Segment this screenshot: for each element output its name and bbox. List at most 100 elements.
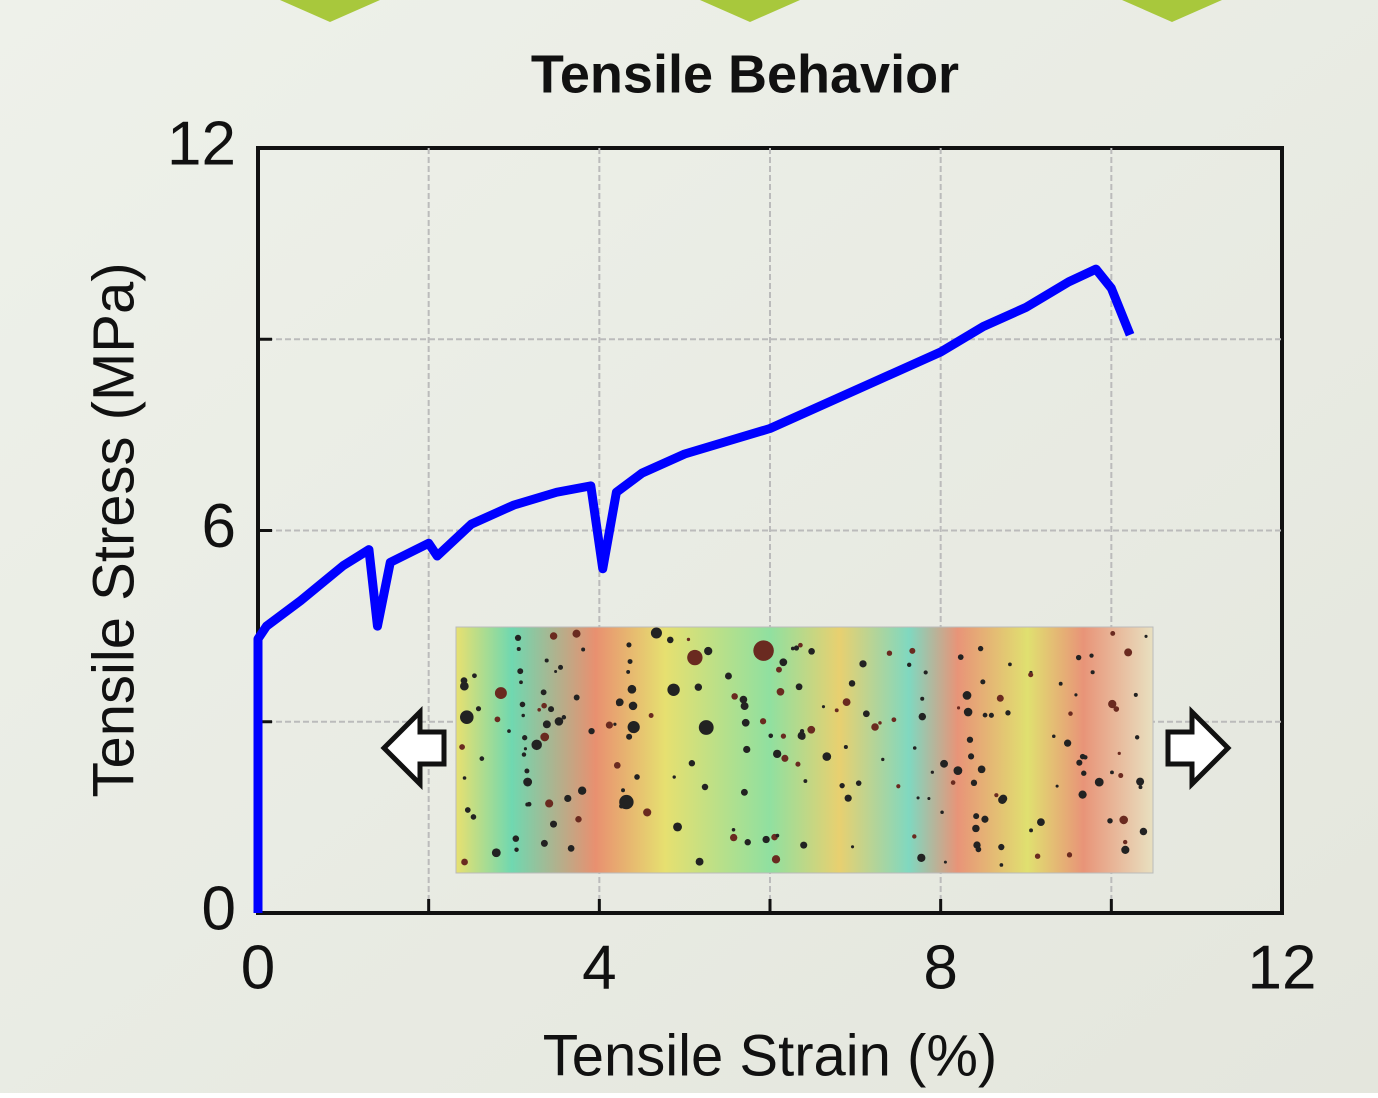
inset-speckle xyxy=(791,647,795,651)
inset-speckle xyxy=(1110,770,1114,774)
inset-speckle xyxy=(1118,752,1121,755)
inset-speckle xyxy=(572,630,580,638)
inset-speckle xyxy=(1076,760,1082,766)
inset-speckle xyxy=(924,670,928,674)
inset-speckle xyxy=(687,650,702,665)
inset-speckle xyxy=(917,854,925,862)
inset-speckle xyxy=(907,663,911,667)
inset-speckle xyxy=(919,713,926,720)
inset-speckle xyxy=(931,771,934,774)
inset-speckle xyxy=(521,714,524,717)
inset-speckle xyxy=(981,816,988,823)
inset-speckle xyxy=(776,834,780,838)
y-tick-label: 12 xyxy=(167,109,236,178)
inset-speckle xyxy=(548,706,554,712)
inset-speckle xyxy=(822,752,831,761)
inset-speckle xyxy=(779,658,787,666)
inset-speckle xyxy=(459,744,465,750)
inset-speckle xyxy=(972,825,979,832)
x-tick-label: 4 xyxy=(582,933,616,1002)
y-tick-label: 0 xyxy=(202,874,236,943)
inset-speckle xyxy=(725,673,732,680)
inset-speckle xyxy=(1121,846,1129,854)
inset-speckle xyxy=(795,762,800,767)
inset-speckle xyxy=(629,702,638,711)
inset-speckle xyxy=(808,648,815,655)
inset-speckle xyxy=(626,734,632,740)
inset-speckle xyxy=(554,670,557,673)
inset-speckle xyxy=(531,740,541,750)
inset-speckle xyxy=(927,797,930,800)
inset-speckle xyxy=(649,713,654,718)
inset-speckle xyxy=(740,696,748,704)
inset-speckle xyxy=(465,807,471,813)
inset-speckle xyxy=(616,701,621,706)
inset-speckle xyxy=(667,637,674,644)
inset-speckle xyxy=(461,859,468,866)
inset-speckle xyxy=(699,720,714,735)
inset-speckle xyxy=(1076,655,1081,660)
inset-speckle xyxy=(743,746,750,753)
inset-speckle xyxy=(702,784,708,790)
inset-speckle xyxy=(849,680,856,687)
inset-speckle xyxy=(1081,771,1086,776)
inset-speckle xyxy=(696,858,704,866)
inset-speckle xyxy=(476,706,481,711)
inset-speckle xyxy=(731,693,738,700)
inset-speckle xyxy=(628,721,640,733)
inset-speckle xyxy=(954,766,963,775)
inset-speckle xyxy=(940,760,948,768)
x-tick-label: 8 xyxy=(923,933,957,1002)
inset-speckle xyxy=(742,719,750,727)
inset-speckle xyxy=(957,706,960,709)
inset-speckle xyxy=(963,691,972,700)
inset-speckle xyxy=(689,760,695,766)
inset-speckle xyxy=(741,702,749,710)
inset-speckle xyxy=(704,647,712,655)
inset-speckle xyxy=(973,813,979,819)
inset-speckle xyxy=(522,752,526,756)
inset-speckle xyxy=(1110,631,1115,636)
inset-speckle xyxy=(1108,700,1116,708)
inset-speckle xyxy=(1035,854,1040,859)
inset-speckle xyxy=(998,796,1006,804)
inset-speckle xyxy=(1095,778,1104,787)
inset-speckle xyxy=(550,632,557,639)
inset-speckle xyxy=(1008,663,1012,667)
inset-speckle xyxy=(1123,840,1127,844)
inset-speckle xyxy=(626,670,630,674)
inset-speckle xyxy=(1074,693,1077,696)
inset-speckle xyxy=(964,708,973,717)
inset-speckle xyxy=(1059,682,1063,686)
inset-speckle xyxy=(944,861,947,864)
inset-speckle xyxy=(973,841,980,848)
inset-speckle xyxy=(772,855,780,863)
inset-speckle xyxy=(887,650,892,655)
inset-speckle xyxy=(1136,778,1144,786)
inset-speckle xyxy=(673,822,682,831)
inset-speckle xyxy=(997,695,1004,702)
inset-speckle xyxy=(1140,828,1148,836)
inset-speckle xyxy=(613,723,616,726)
inset-speckle xyxy=(980,679,985,684)
chart-title: Tensile Behavior xyxy=(531,44,959,104)
inset-speckle xyxy=(730,834,737,841)
inset-speckle xyxy=(822,705,825,708)
inset-image xyxy=(456,627,1153,873)
inset-speckle xyxy=(519,680,523,684)
inset-speckle xyxy=(545,799,553,807)
inset-speckle xyxy=(989,713,994,718)
inset-speckle xyxy=(479,756,484,761)
inset-speckle xyxy=(523,778,532,787)
inset-speckle xyxy=(574,695,580,701)
inset-speckle xyxy=(978,646,983,651)
inset-speckle xyxy=(564,795,571,802)
inset-speckle xyxy=(628,659,633,664)
inset-speckle xyxy=(781,755,788,762)
inset-speckle xyxy=(1067,852,1072,857)
inset-speckle xyxy=(628,685,637,694)
inset-speckle xyxy=(994,793,998,797)
inset-speckle xyxy=(745,839,751,845)
inset-speckle xyxy=(619,795,633,809)
inset-speckle xyxy=(917,796,920,799)
